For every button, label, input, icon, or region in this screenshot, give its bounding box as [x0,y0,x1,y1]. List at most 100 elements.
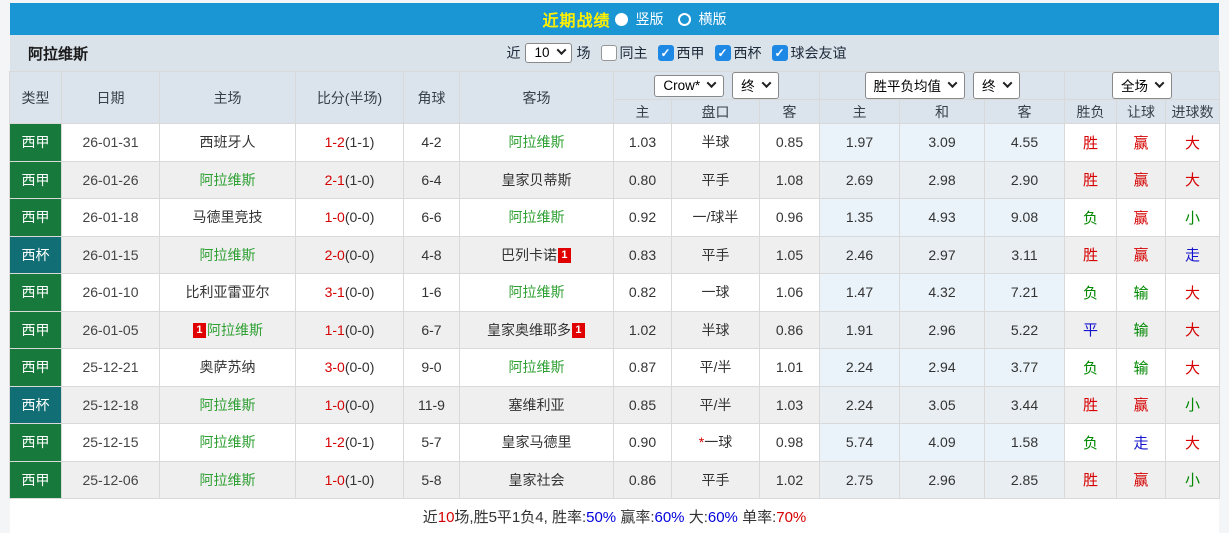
avg-draw: 2.96 [899,310,985,349]
home-team[interactable]: 奥萨苏纳 [158,348,296,387]
home-team[interactable]: 马德里竞技 [158,198,296,237]
note-badge: 1 [571,322,585,338]
filter-label: 西杯 [733,45,762,61]
home-team[interactable]: 阿拉维斯 [158,460,296,499]
odds-final-value: 终 [741,79,755,94]
radio-horizontal-icon[interactable] [677,12,691,26]
avg-draw: 2.97 [899,235,985,274]
odds-away: 0.98 [758,423,821,462]
odds-group-header: Crow* 终 [612,71,821,100]
fulltime-select[interactable]: 全场 [1112,72,1172,99]
match-date: 25-12-18 [60,385,160,424]
match-row: 西甲 25-12-15 阿拉维斯 1-2(0-1) 5-7 皇家马德里 0.90 *一球 0.9… [8,423,1221,462]
match-date: 25-12-06 [60,460,160,499]
summary-segment: 大: [684,508,708,526]
match-row: 西杯 25-12-18 阿拉维斯 1-0(0-0) 11-9 塞维利亚 0.85 平/半 1.0… [8,385,1221,424]
checkbox-checked-icon[interactable]: ✓ [771,45,788,61]
checkbox-checked-icon[interactable]: ✓ [714,45,731,61]
odds-away: 0.96 [758,198,821,237]
away-team[interactable]: 阿拉维斯 [458,198,614,237]
odds-company-select[interactable]: Crow* [654,74,725,97]
odds-handicap: 一球 [670,273,760,312]
avg-away: 2.85 [984,460,1065,499]
odds-handicap: 平/半 [670,385,760,424]
match-count-select[interactable]: 10 [525,43,572,63]
match-row: 西甲 26-01-31 西班牙人 1-2(1-1) 4-2 阿拉维斯 1.03 半球 0.85 1… [8,123,1221,162]
odds-handicap: *一球 [670,423,760,462]
corner-score: 6-6 [402,198,460,237]
league-badge: 西甲 [8,198,62,237]
avg-final-value: 终 [982,79,996,94]
odds-away: 1.05 [758,235,821,274]
summary-segment: 10 [437,508,455,526]
odds-home: 0.92 [612,198,672,237]
avg-final-select[interactable]: 终 [973,72,1020,99]
filter-球会友谊[interactable]: ✓ 球会友谊 [771,43,847,63]
league-badge: 西甲 [8,348,62,387]
home-team[interactable]: 比利亚雷亚尔 [158,273,296,312]
away-team[interactable]: 阿拉维斯 [458,348,614,387]
filter-西甲[interactable]: ✓ 西甲 [657,43,705,63]
avg-home: 2.24 [819,385,900,424]
result-wdl: 负 [1064,273,1117,312]
avg-draw: 3.09 [899,123,985,162]
home-team[interactable]: 西班牙人 [158,123,296,162]
avg-draw: 2.96 [899,460,985,499]
col-result-handicap: 让球 [1116,99,1166,124]
away-team[interactable]: 皇家社会 [458,460,614,499]
away-team[interactable]: 皇家奥维耶多 1 [458,310,614,349]
filter-西杯[interactable]: ✓ 西杯 [714,43,762,63]
home-team[interactable]: 阿拉维斯 [158,423,296,462]
avg-home: 1.91 [819,310,900,349]
home-team[interactable]: 阿拉维斯 [158,235,296,274]
summary-segment: 赢率: [616,508,655,526]
odds-away: 1.03 [758,385,821,424]
col-type: 类型 [8,71,62,124]
odds-away: 0.86 [758,310,821,349]
result-wdl: 负 [1064,423,1117,462]
col-date: 日期 [60,71,160,124]
away-team[interactable]: 巴列卡诺 1 [458,235,614,274]
summary-segment: 单率: [737,508,777,526]
odds-home: 0.80 [612,160,672,199]
filter-同主[interactable]: 同主 [600,43,648,63]
match-row: 西甲 25-12-06 阿拉维斯 1-0(1-0) 5-8 皇家社会 0.86 平手 1.02 2… [8,460,1221,499]
away-team[interactable]: 阿拉维斯 [458,273,614,312]
radio-vertical-label[interactable]: 竖版 [635,11,664,27]
page-title: 近期战绩 [542,13,611,30]
radio-horizontal-label[interactable]: 横版 [698,11,727,27]
away-team[interactable]: 塞维利亚 [458,385,614,424]
summary-segment: 场,胜5平1负4, 胜率: [454,508,587,526]
odds-away: 1.06 [758,273,821,312]
score: 1-2(1-1) [294,123,404,162]
avg-group-header: 胜平负均值 终 [819,71,1065,100]
away-team[interactable]: 阿拉维斯 [458,123,614,162]
checkbox-unchecked-icon[interactable] [600,45,617,61]
avg-away: 3.44 [984,385,1065,424]
avg-type-select[interactable]: 胜平负均值 [864,72,965,99]
home-team[interactable]: 1 阿拉维斯 [158,310,296,349]
chevron-down-icon [1002,77,1012,88]
checkbox-checked-icon[interactable]: ✓ [657,45,674,61]
match-date: 25-12-15 [60,423,160,462]
odds-home: 0.87 [612,348,672,387]
avg-draw: 4.32 [899,273,985,312]
avg-home: 1.97 [819,123,900,162]
corner-score: 5-7 [402,423,460,462]
match-row: 西甲 26-01-05 1 阿拉维斯 1-1(0-0) 6-7 皇家奥维耶多 1 1.02 半球 0… [8,310,1221,349]
result-handicap: 赢 [1116,460,1166,499]
col-avg-home: 主 [819,99,900,124]
odds-final-select[interactable]: 终 [732,72,779,99]
away-team[interactable]: 皇家贝蒂斯 [458,160,614,199]
avg-home: 1.47 [819,273,900,312]
odds-away: 0.85 [758,123,821,162]
avg-home: 2.24 [819,348,900,387]
home-team[interactable]: 阿拉维斯 [158,385,296,424]
summary-segment: 50% [586,508,617,526]
result-handicap: 赢 [1116,198,1166,237]
score: 1-2(0-1) [294,423,404,462]
odds-handicap: 一/球半 [670,198,760,237]
radio-vertical-icon[interactable] [614,12,628,26]
away-team[interactable]: 皇家马德里 [458,423,614,462]
home-team[interactable]: 阿拉维斯 [158,160,296,199]
